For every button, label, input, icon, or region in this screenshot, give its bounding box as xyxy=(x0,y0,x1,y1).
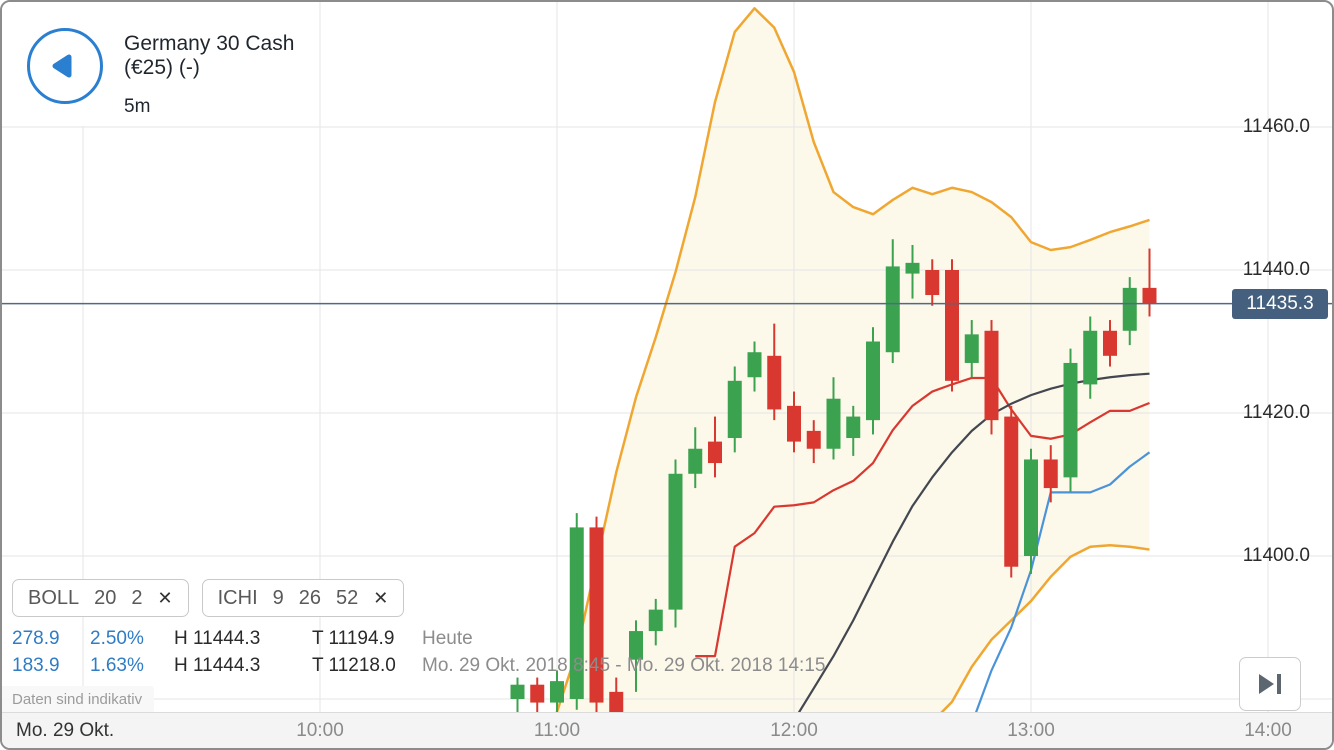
period-label: Heute xyxy=(422,627,473,649)
high-value: H 11444.3 xyxy=(174,654,261,676)
disclaimer: Daten sind indikativ xyxy=(2,686,155,713)
low-value: T 11194.9 xyxy=(312,627,395,649)
chart-header: Germany 30 Cash (€25) (-) 5m xyxy=(2,2,316,126)
change-percent: 1.63% xyxy=(90,654,144,676)
time-axis-label: 13:00 xyxy=(1007,719,1055,741)
time-axis-label: 10:00 xyxy=(296,719,344,741)
skip-to-end-icon xyxy=(1259,674,1281,694)
session-stats: 278.9 2.50% H 11444.3 T 11194.9 Heute 18… xyxy=(12,625,825,679)
time-axis-label: Mo. 29 Okt. xyxy=(16,719,115,741)
price-chart[interactable] xyxy=(2,2,1334,716)
back-arrow-icon xyxy=(52,54,71,78)
time-axis-label: 14:00 xyxy=(1244,719,1292,741)
instrument-title: Germany 30 Cash (€25) (-) xyxy=(124,32,295,79)
grid-lines xyxy=(2,2,1332,716)
back-button[interactable] xyxy=(27,28,103,104)
stats-row-today: 278.9 2.50% H 11444.3 T 11194.9 Heute xyxy=(12,625,825,652)
indicator-chips: BOLL 20 2 ✕ ICHI 9 26 52 ✕ xyxy=(12,579,405,617)
high-value: H 11444.3 xyxy=(174,627,261,649)
indicator-param: 20 xyxy=(94,586,117,609)
bollinger-lines xyxy=(552,7,1150,716)
low-value: T 11218.0 xyxy=(312,654,396,676)
change-value: 278.9 xyxy=(12,627,60,649)
remove-indicator-icon[interactable]: ✕ xyxy=(157,587,173,608)
remove-indicator-icon[interactable]: ✕ xyxy=(373,587,389,608)
bollinger-fill xyxy=(554,8,1150,716)
current-price-badge: 11435.3 xyxy=(1232,288,1328,319)
time-axis-label: 11:00 xyxy=(533,719,581,741)
indicator-name: BOLL xyxy=(28,586,80,609)
change-value: 183.9 xyxy=(12,654,60,676)
skip-to-latest-button[interactable] xyxy=(1239,657,1301,711)
indicator-param: 26 xyxy=(298,586,321,609)
time-axis: Mo. 29 Okt. 10:00 11:00 12:00 13:00 14:00 xyxy=(2,712,1332,748)
time-axis-label: 12:00 xyxy=(770,719,818,741)
timeframe-label: 5m xyxy=(124,96,151,117)
indicator-param: 52 xyxy=(336,586,359,609)
candles xyxy=(510,239,1157,716)
indicator-chip-boll[interactable]: BOLL 20 2 ✕ xyxy=(12,579,189,617)
change-percent: 2.50% xyxy=(90,627,144,649)
indicator-param: 2 xyxy=(131,586,143,609)
indicator-name: ICHI xyxy=(217,586,258,609)
indicator-chip-ichi[interactable]: ICHI 9 26 52 ✕ xyxy=(201,579,405,617)
period-label: Mo. 29 Okt. 2018 8:45 - Mo. 29 Okt. 2018… xyxy=(422,654,826,676)
stats-row-range: 183.9 1.63% H 11444.3 T 11218.0 Mo. 29 O… xyxy=(12,652,825,679)
indicator-param: 9 xyxy=(272,586,284,609)
